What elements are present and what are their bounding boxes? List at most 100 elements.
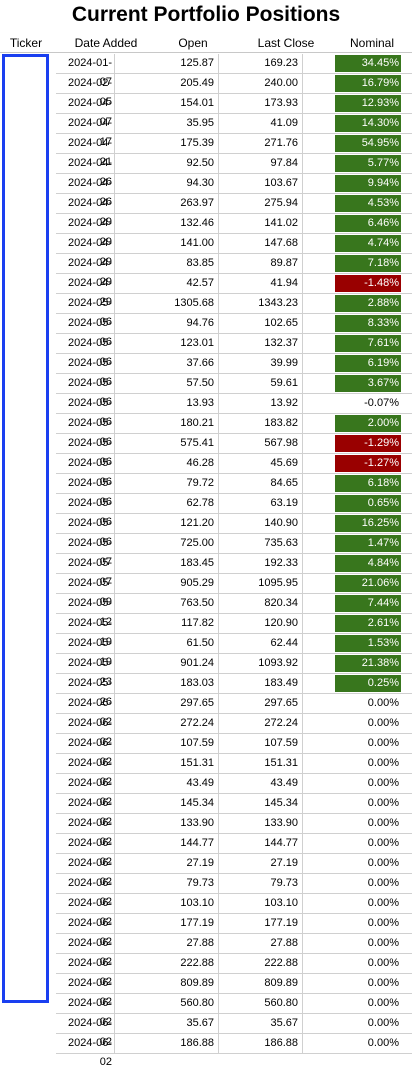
cell-last-close: 144.77	[264, 837, 298, 849]
table-row[interactable]: 2024-05-23 901.24 1093.92 21.38%	[56, 654, 412, 688]
table-row[interactable]: 2024-05-19 61.50 62.44 1.53%	[56, 634, 412, 668]
cell-open: 154.01	[180, 97, 214, 109]
table-row[interactable]: 2024-06-02 35.67 35.67 0.00%	[56, 1014, 412, 1048]
header-last-close[interactable]: Last Close	[257, 36, 315, 50]
cell-open: 205.49	[180, 77, 214, 89]
table-row[interactable]: 2024-05-06 123.01 132.37 7.61%	[56, 334, 412, 368]
table-row[interactable]: 2024-05-26 183.03 183.49 0.25%	[56, 674, 412, 708]
table-row[interactable]: 2024-05-09 905.29 1095.95 21.06%	[56, 574, 412, 608]
header-open[interactable]: Open	[178, 36, 208, 50]
table-row[interactable]: 2024-05-06 180.21 183.82 2.00%	[56, 414, 412, 448]
cell-divider	[218, 914, 219, 933]
cell-divider	[218, 474, 219, 493]
table-row[interactable]: 2024-04-26 94.30 103.67 9.94%	[56, 174, 412, 208]
cell-nominal: 12.93%	[332, 94, 412, 113]
table-row[interactable]: 2024-05-07 725.00 735.63 1.47%	[56, 534, 412, 568]
table-row[interactable]: 2024-05-06 13.93 13.92 -0.07%	[56, 394, 412, 428]
cell-last-close: 132.37	[264, 337, 298, 349]
table-row[interactable]: 2024-06-02 27.19 27.19 0.00%	[56, 854, 412, 888]
table-row[interactable]: 2024-04-29 83.85 89.87 7.18%	[56, 254, 412, 288]
cell-nominal: 14.30%	[332, 114, 412, 133]
cell-date-added: 2024-06-02	[67, 957, 112, 988]
table-row[interactable]: 2024-06-02 297.65 297.65 0.00%	[56, 694, 412, 728]
cell-divider	[114, 634, 115, 653]
cell-last-close: 192.33	[264, 557, 298, 569]
cell-date-added: 2024-05-06	[67, 457, 112, 488]
table-row[interactable]: 2024-05-06 62.78 63.19 0.65%	[56, 494, 412, 528]
table-row[interactable]: 2024-05-06 46.28 45.69 -1.27%	[56, 454, 412, 488]
cell-divider	[302, 994, 303, 1013]
cell-divider	[302, 174, 303, 193]
cell-divider	[302, 614, 303, 633]
table-row[interactable]: 2024-02-05 205.49 240.00 16.79%	[56, 74, 412, 108]
nominal-value: 4.53%	[335, 195, 401, 212]
table-row[interactable]: 2024-04-29 141.00 147.68 4.74%	[56, 234, 412, 268]
table-row[interactable]: 2024-06-02 186.88 186.88 0.00%	[56, 1034, 412, 1068]
table-row[interactable]: 2024-04-21 175.39 271.76 54.95%	[56, 134, 412, 168]
table-row[interactable]: 2024-05-19 117.82 120.90 2.61%	[56, 614, 412, 648]
table-row[interactable]: 2024-04-29 263.97 275.94 4.53%	[56, 194, 412, 228]
table-row[interactable]: 2024-05-06 1305.68 1343.23 2.88%	[56, 294, 412, 328]
cell-divider	[302, 974, 303, 993]
table-row[interactable]: 2024-06-02 103.10 103.10 0.00%	[56, 894, 412, 928]
table-row[interactable]: 2024-05-06 575.41 567.98 -1.29%	[56, 434, 412, 468]
table-row[interactable]: 2024-06-02 79.73 79.73 0.00%	[56, 874, 412, 908]
cell-divider	[302, 574, 303, 593]
cell-divider	[114, 314, 115, 333]
cell-nominal: 16.79%	[332, 74, 412, 93]
table-row[interactable]: 2024-06-02 272.24 272.24 0.00%	[56, 714, 412, 748]
table-row[interactable]: 2024-05-07 183.45 192.33 4.84%	[56, 554, 412, 588]
table-row[interactable]: 2024-06-02 560.80 560.80 0.00%	[56, 994, 412, 1028]
cell-divider	[114, 454, 115, 473]
cell-divider	[218, 874, 219, 893]
cell-divider	[114, 714, 115, 733]
cell-divider	[114, 134, 115, 153]
table-row[interactable]: 2024-06-02 151.31 151.31 0.00%	[56, 754, 412, 788]
table-row[interactable]: 2024-06-02 222.88 222.88 0.00%	[56, 954, 412, 988]
cell-last-close: 222.88	[264, 957, 298, 969]
table-row[interactable]: 2024-05-06 94.76 102.65 8.33%	[56, 314, 412, 348]
table-row[interactable]: 2024-04-29 42.57 41.94 -1.48%	[56, 274, 412, 308]
cell-divider	[302, 594, 303, 613]
table-row[interactable]: 2024-06-02 809.89 809.89 0.00%	[56, 974, 412, 1008]
table-row[interactable]: 2024-05-12 763.50 820.34 7.44%	[56, 594, 412, 628]
cell-date-added: 2024-06-02	[67, 997, 112, 1028]
cell-divider	[218, 454, 219, 473]
cell-divider	[114, 654, 115, 673]
table-row[interactable]: 2024-01-07 125.87 169.23 34.45%	[56, 54, 412, 88]
table-row[interactable]: 2024-05-06 121.20 140.90 16.25%	[56, 514, 412, 548]
table-row[interactable]: 2024-06-02 177.19 177.19 0.00%	[56, 914, 412, 948]
cell-divider	[218, 854, 219, 873]
header-nominal[interactable]: Nominal	[349, 36, 394, 50]
cell-divider	[114, 674, 115, 693]
cell-open: 272.24	[180, 717, 214, 729]
cell-nominal: 2.61%	[332, 614, 412, 633]
table-row[interactable]: 2024-04-26 92.50 97.84 5.77%	[56, 154, 412, 188]
header-date-added[interactable]: Date Added	[74, 36, 138, 50]
cell-last-close: 169.23	[264, 57, 298, 69]
cell-date-added: 2024-06-02	[67, 717, 112, 748]
nominal-value: 0.00%	[367, 937, 399, 949]
cell-divider	[218, 1034, 219, 1053]
table-row[interactable]: 2024-05-06 79.72 84.65 6.18%	[56, 474, 412, 508]
cell-nominal: 1.47%	[332, 534, 412, 553]
table-row[interactable]: 2024-04-07 154.01 173.93 12.93%	[56, 94, 412, 128]
table-row[interactable]: 2024-04-17 35.95 41.09 14.30%	[56, 114, 412, 148]
table-row[interactable]: 2024-05-06 57.50 59.61 3.67%	[56, 374, 412, 408]
header-ticker[interactable]: Ticker	[9, 36, 43, 50]
table-row[interactable]: 2024-04-29 132.46 141.02 6.46%	[56, 214, 412, 248]
table-row[interactable]: 2024-05-06 37.66 39.99 6.19%	[56, 354, 412, 388]
cell-last-close: 177.19	[264, 917, 298, 929]
ticker-column-highlight[interactable]	[2, 54, 49, 1003]
table-row[interactable]: 2024-06-02 144.77 144.77 0.00%	[56, 834, 412, 868]
table-row[interactable]: 2024-06-02 43.49 43.49 0.00%	[56, 774, 412, 808]
table-row[interactable]: 2024-06-02 133.90 133.90 0.00%	[56, 814, 412, 848]
nominal-value: -1.48%	[335, 275, 401, 292]
table-row[interactable]: 2024-06-02 107.59 107.59 0.00%	[56, 734, 412, 768]
table-row[interactable]: 2024-06-02 27.88 27.88 0.00%	[56, 934, 412, 968]
cell-divider	[302, 854, 303, 873]
cell-open: 103.10	[180, 897, 214, 909]
cell-open: 57.50	[186, 377, 214, 389]
table-row[interactable]: 2024-06-02 145.34 145.34 0.00%	[56, 794, 412, 828]
cell-last-close: 27.88	[270, 937, 298, 949]
